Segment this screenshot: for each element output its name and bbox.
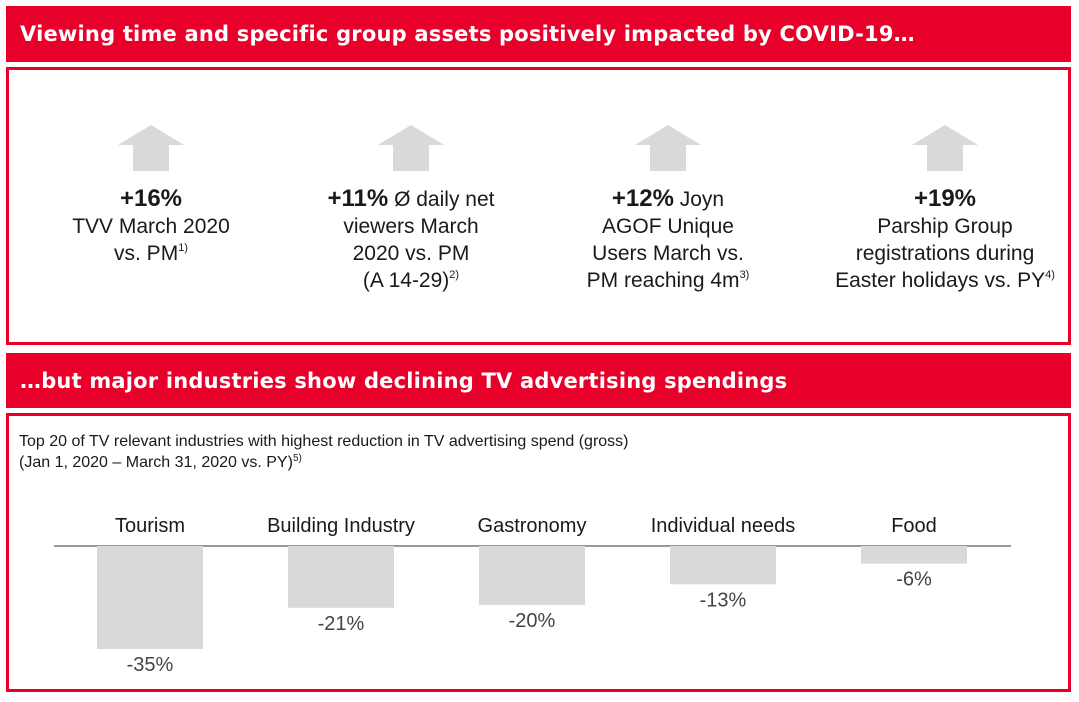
bar <box>670 546 776 585</box>
bar <box>479 546 585 605</box>
kpi-card: +16% TVV March 2020 vs. PM1) <box>26 125 276 267</box>
kpi-text: AGOF Unique <box>602 215 734 238</box>
category-label: Building Industry <box>267 515 415 537</box>
kpi-value: +11% <box>327 185 389 212</box>
chart-subtitle: (Jan 1, 2020 – March 31, 2020 vs. PY) <box>19 454 293 471</box>
data-label: -13% <box>700 589 747 611</box>
bar <box>288 546 394 608</box>
kpi-card: +12% Joyn AGOF Unique Users March vs. PM… <box>543 125 793 294</box>
bar <box>97 546 203 649</box>
kpi-text: Ø daily net <box>388 188 495 211</box>
footnote-marker: 4) <box>1045 269 1055 281</box>
footnote-marker: 5) <box>292 453 302 464</box>
category-label: Gastronomy <box>478 515 587 537</box>
category-label: Food <box>891 515 937 537</box>
kpi-text: Joyn <box>673 188 725 211</box>
kpi-value: +19% <box>913 185 977 212</box>
data-label: -6% <box>896 569 932 591</box>
footnote-marker: 1) <box>178 242 188 254</box>
kpi-panel: +16% TVV March 2020 vs. PM1) +11% Ø dail… <box>6 67 1071 345</box>
bar <box>861 546 967 564</box>
footnote-marker: 2) <box>449 269 460 281</box>
section-banner-top: Viewing time and specific group assets p… <box>6 6 1071 62</box>
data-label: -35% <box>127 654 174 676</box>
kpi-text: 2020 vs. PM <box>352 242 470 265</box>
chart-panel: Top 20 of TV relevant industries with hi… <box>6 413 1071 692</box>
kpi-text: (A 14-29) <box>362 269 450 292</box>
kpi-text: viewers March <box>343 215 479 238</box>
up-arrow-icon <box>635 125 701 171</box>
kpi-text: Easter holidays vs. PY <box>835 269 1046 292</box>
up-arrow-icon <box>378 125 444 171</box>
kpi-text: Users March vs. <box>592 242 744 265</box>
category-label: Tourism <box>115 515 185 537</box>
kpi-text: registrations during <box>855 242 1035 265</box>
section-banner-bottom: …but major industries show declining TV … <box>6 353 1071 408</box>
kpi-text: Parship Group <box>877 215 1013 238</box>
kpi-value: +16% <box>119 185 183 212</box>
kpi-card: +19% Parship Group registrations during … <box>820 125 1070 294</box>
kpi-card: +11% Ø daily net viewers March 2020 vs. … <box>286 125 536 294</box>
chart-title: Top 20 of TV relevant industries with hi… <box>19 431 629 473</box>
bar-chart: Tourism -35% Building Industry -21% Gastrono… <box>54 515 1011 676</box>
up-arrow-icon <box>912 125 978 171</box>
chart-title-text: Top 20 of TV relevant industries with hi… <box>19 433 629 450</box>
data-label: -21% <box>318 613 365 635</box>
data-label: -20% <box>509 610 556 632</box>
kpi-text: vs. PM <box>114 242 179 265</box>
footnote-marker: 3) <box>739 269 750 281</box>
kpi-text: PM reaching 4m <box>586 269 740 292</box>
banner-title: Viewing time and specific group assets p… <box>20 22 915 46</box>
kpi-value: +12% <box>611 185 674 212</box>
category-label: Individual needs <box>651 515 796 537</box>
kpi-text: TVV March 2020 <box>72 215 230 238</box>
up-arrow-icon <box>118 125 184 171</box>
banner-title: …but major industries show declining TV … <box>20 368 788 393</box>
